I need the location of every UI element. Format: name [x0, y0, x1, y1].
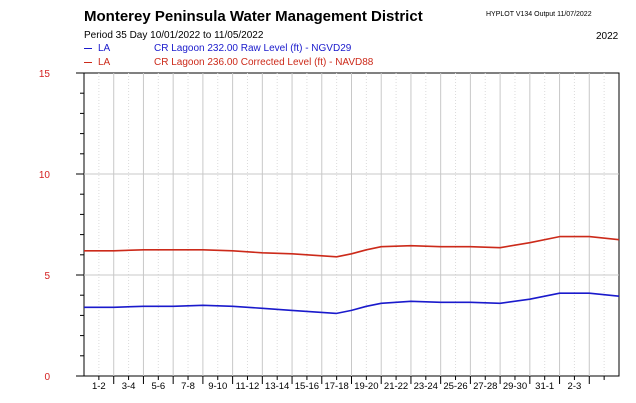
x-tick-label: 1-2: [92, 381, 106, 392]
y-tick-label: 15: [39, 69, 51, 80]
x-tick-label: 13-14: [265, 381, 289, 392]
legend-site: LA: [98, 43, 111, 54]
x-tick-label: 3-4: [122, 381, 136, 392]
legend-item-raw-level: LA CR Lagoon 232.00 Raw Level (ft) - NGVD…: [84, 43, 351, 54]
series-line: [84, 235, 620, 258]
x-tick-label: 29-30: [503, 381, 527, 392]
x-tick-label: 25-26: [443, 381, 467, 392]
x-tick-label: 15-16: [295, 381, 319, 392]
x-tick-label: 17-18: [324, 381, 348, 392]
y-tick-label: 5: [44, 271, 50, 282]
chart-axes: 0 5 10 15 1-2 3-4 5-6 7-8 9-10 11-12 13-14 15-16 17-…: [39, 69, 605, 392]
x-tick-label: 5-6: [151, 381, 165, 392]
legend-line-icon: [84, 61, 92, 63]
series-line: [84, 292, 620, 315]
chart-grid: [83, 72, 620, 377]
y-tick-label: 0: [44, 372, 50, 383]
x-tick-label: 7-8: [181, 381, 195, 392]
legend-description: CR Lagoon 232.00 Raw Level (ft) - NGVD29: [154, 43, 352, 54]
x-tick-label: 11-12: [236, 381, 260, 392]
page-title: Monterey Peninsula Water Management Dist…: [84, 8, 423, 25]
program-output-label: HYPLOT V134 Output 11/07/2022: [486, 11, 592, 18]
legend-description: CR Lagoon 236.00 Corrected Level (ft) - …: [154, 57, 374, 68]
y-tick-label: 10: [39, 170, 51, 181]
legend-site: LA: [98, 57, 111, 68]
legend-line-icon: [84, 47, 92, 49]
x-tick-label: 21-22: [384, 381, 408, 392]
period-label: Period 35 Day 10/01/2022 to 11/05/2022: [84, 30, 264, 41]
x-tick-label: 19-20: [354, 381, 378, 392]
x-tick-label: 23-24: [414, 381, 438, 392]
chart-series: [84, 235, 620, 315]
x-tick-label: 31-1: [535, 381, 554, 392]
x-tick-label: 27-28: [473, 381, 497, 392]
x-tick-label: 2-3: [568, 381, 582, 392]
legend-item-corrected-level: LA CR Lagoon 236.00 Corrected Level (ft) …: [84, 57, 373, 68]
year-label: 2022: [596, 31, 619, 42]
x-tick-label: 9-10: [208, 381, 227, 392]
